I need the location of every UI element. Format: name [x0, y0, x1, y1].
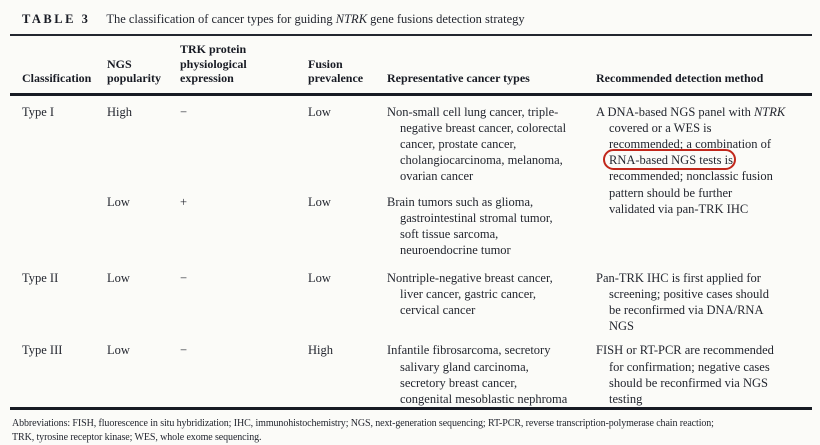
cell-classification-type2: Type II — [22, 270, 59, 285]
classification-table: Classification NGS popularity TRK protei… — [10, 34, 812, 411]
column-header-fusion-prevalence: Fusion prevalence — [308, 35, 387, 96]
method-gene-italic: NTRK — [753, 104, 786, 119]
method-text: Pan-TRK IHC is first applied for screeni… — [596, 270, 770, 334]
cell-fusion-prevalence: Low — [308, 104, 331, 119]
cell-classification-type1: Type I — [22, 104, 55, 119]
table-row: Type III Low − High Infantile fibrosarco… — [10, 334, 812, 408]
cell-ngs-popularity: High — [107, 104, 132, 119]
table-title-suffix: gene fusions detection strategy — [367, 12, 525, 26]
column-header-trk-expression: TRK protein physiological expression — [180, 35, 308, 96]
cell-ngs-popularity: Low — [107, 194, 130, 209]
method-text-part1: A DNA-based NGS panel with — [596, 104, 754, 119]
cell-detection-method: A DNA-based NGS panel with NTRK covered … — [596, 94, 812, 262]
cell-fusion-prevalence: Low — [308, 194, 331, 209]
cell-representative-cancers: Brain tumors such as glioma, gastrointes… — [387, 186, 596, 262]
table-row: Low + Low Brain tumors such as glioma, g… — [10, 186, 812, 262]
cell-ngs-popularity: Low — [107, 343, 130, 358]
cell-representative-cancers: Nontriple-negative breast cancer, liver … — [387, 262, 596, 335]
cell-detection-method: Pan-TRK IHC is first applied for screeni… — [596, 262, 812, 335]
table-number-label: TABLE 3 — [22, 12, 91, 26]
column-header-classification: Classification — [10, 35, 107, 96]
table-row: Type II Low − Low Nontriple-negative bre… — [10, 262, 812, 335]
column-header-representative: Representative cancer types — [387, 35, 596, 96]
cell-representative-cancers: Infantile fibrosarcoma, secretory saliva… — [387, 334, 596, 408]
cell-classification-type3: Type III — [22, 343, 63, 358]
table-title-gene-italic: NTRK — [335, 12, 368, 26]
representative-text: Infantile fibrosarcoma, secretory saliva… — [387, 343, 568, 406]
table-caption: TABLE 3 The classification of cancer type… — [22, 12, 812, 27]
table-title-text: The classification of cancer types for g… — [106, 12, 524, 26]
method-text: A DNA-based NGS panel with NTRK covered … — [596, 104, 808, 217]
column-header-method: Recommended detection method — [596, 35, 812, 96]
cell-representative-cancers: Non-small cell lung cancer, triple- nega… — [387, 94, 596, 186]
method-text: FISH or RT-PCR are recommended for confi… — [596, 343, 774, 406]
representative-text: Nontriple-negative breast cancer, liver … — [387, 270, 553, 317]
cell-fusion-prevalence: Low — [308, 270, 331, 285]
method-text-part3: is recommended; nonclassic fusion patter… — [609, 153, 773, 216]
representative-text: Brain tumors such as glioma, gastrointes… — [387, 194, 553, 258]
table-title-prefix: The classification of cancer types for g… — [106, 12, 336, 26]
cell-trk-expression: − — [180, 104, 188, 119]
representative-text: Non-small cell lung cancer, triple- nega… — [387, 104, 567, 184]
cell-ngs-popularity: Low — [107, 270, 130, 285]
table-header-row: Classification NGS popularity TRK protei… — [10, 35, 812, 96]
column-header-ngs-popularity: NGS popularity — [107, 35, 180, 96]
table-row: Type I High − Low Non-small cell lung ca… — [10, 94, 812, 216]
abbreviations-footnote: Abbreviations: FISH, fluorescence in sit… — [12, 418, 714, 444]
cell-fusion-prevalence: High — [308, 343, 333, 358]
cell-trk-expression: − — [180, 270, 188, 285]
cell-detection-method: FISH or RT-PCR are recommended for confi… — [596, 334, 812, 408]
rna-ngs-highlight-oval: RNA-based NGS tests — [603, 149, 735, 171]
method-text-part2: covered or a WES is recommended; a combi… — [609, 120, 772, 151]
cell-trk-expression: − — [180, 343, 188, 358]
cell-trk-expression: + — [180, 194, 188, 209]
